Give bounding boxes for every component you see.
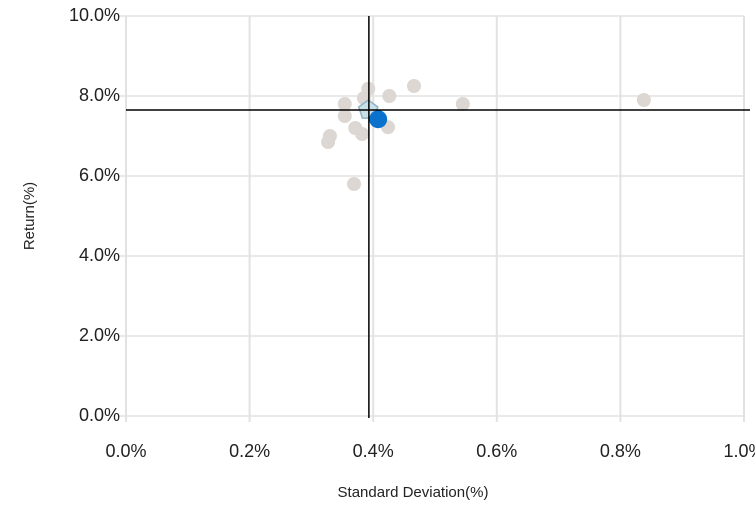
point	[337, 97, 352, 111]
y-tick-label: 6.0%	[79, 165, 120, 185]
point	[636, 93, 651, 107]
x-tick-label: 1.0%	[723, 441, 755, 461]
y-tick-label: 0.0%	[79, 405, 120, 425]
point	[406, 79, 421, 93]
point	[455, 97, 470, 111]
point	[369, 110, 388, 129]
y-tick-label: 4.0%	[79, 245, 120, 265]
y-axis-label: Return(%)	[21, 182, 38, 250]
x-tick-label: 0.6%	[476, 441, 517, 461]
x-tick-label: 0.4%	[353, 441, 394, 461]
point	[337, 109, 352, 123]
x-tick-label: 0.2%	[229, 441, 270, 461]
point	[355, 127, 370, 141]
point	[321, 135, 336, 149]
point	[347, 177, 362, 191]
point	[382, 89, 397, 103]
y-tick-label: 10.0%	[69, 5, 120, 25]
y-tick-label: 2.0%	[79, 325, 120, 345]
x-tick-label: 0.0%	[105, 441, 146, 461]
y-tick-label: 8.0%	[79, 85, 120, 105]
x-tick-label: 0.8%	[600, 441, 641, 461]
x-axis-label: Standard Deviation(%)	[338, 484, 489, 501]
